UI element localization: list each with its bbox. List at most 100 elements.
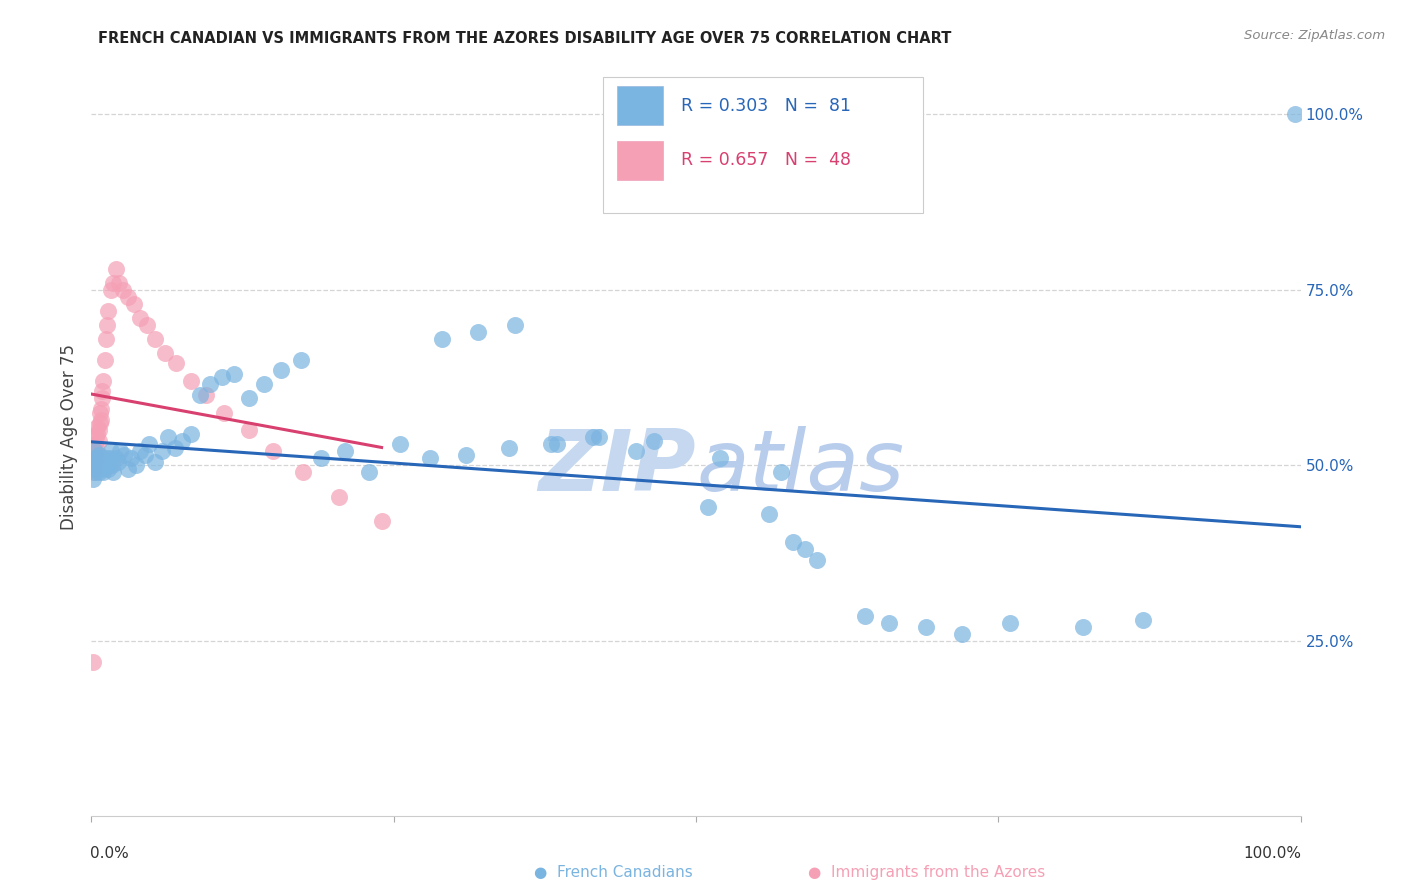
Point	[1071, 619, 1094, 633]
Point	[188, 388, 211, 402]
Point	[89, 451, 111, 466]
Point	[793, 542, 815, 557]
Point	[262, 444, 284, 458]
Text: R = 0.657   N =  48: R = 0.657 N = 48	[682, 152, 852, 169]
Point	[93, 455, 115, 469]
Point	[758, 508, 780, 522]
Point	[101, 276, 124, 290]
Point	[122, 296, 145, 310]
Point	[87, 465, 110, 479]
Point	[83, 451, 105, 466]
Point	[93, 374, 115, 388]
Point	[879, 616, 901, 631]
Point	[419, 451, 441, 466]
Point	[498, 441, 520, 455]
Point	[89, 458, 111, 472]
Text: Source: ZipAtlas.com: Source: ZipAtlas.com	[1244, 29, 1385, 42]
Point	[290, 352, 312, 367]
Point	[643, 434, 665, 448]
Point	[253, 377, 276, 392]
Point	[97, 461, 120, 475]
Point	[238, 392, 260, 406]
Point	[125, 458, 148, 472]
Point	[110, 444, 132, 458]
Point	[96, 458, 118, 472]
Point	[84, 430, 107, 444]
Point	[145, 455, 167, 469]
Point	[96, 318, 118, 332]
Point	[582, 430, 605, 444]
Point	[309, 451, 332, 466]
Point	[84, 461, 107, 475]
Point	[950, 626, 973, 640]
Point	[697, 500, 720, 515]
Point	[83, 451, 105, 466]
Text: 100.0%: 100.0%	[1244, 846, 1302, 861]
Point	[84, 437, 107, 451]
Point	[782, 535, 804, 549]
Point	[503, 318, 526, 332]
Point	[136, 318, 159, 332]
Point	[86, 419, 108, 434]
Point	[104, 261, 127, 276]
Point	[153, 346, 176, 360]
Point	[83, 461, 105, 475]
Point	[195, 388, 218, 402]
Point	[89, 405, 111, 419]
Point	[222, 367, 245, 381]
Point	[456, 448, 478, 462]
Point	[84, 451, 107, 466]
Point	[90, 455, 112, 469]
Point	[94, 332, 117, 346]
Text: ZIP: ZIP	[538, 425, 696, 509]
Text: FRENCH CANADIAN VS IMMIGRANTS FROM THE AZORES DISABILITY AGE OVER 75 CORRELATION: FRENCH CANADIAN VS IMMIGRANTS FROM THE A…	[98, 31, 952, 46]
Point	[82, 451, 104, 466]
Point	[328, 490, 350, 504]
Point	[93, 458, 115, 472]
Text: 0.0%: 0.0%	[90, 846, 129, 861]
Point	[540, 437, 562, 451]
Text: atlas: atlas	[696, 425, 904, 509]
Point	[90, 461, 112, 475]
Point	[291, 465, 314, 479]
Point	[86, 451, 108, 466]
Point	[87, 434, 110, 448]
Point	[624, 444, 647, 458]
Point	[90, 412, 112, 426]
Point	[93, 465, 115, 479]
Point	[1132, 613, 1154, 627]
Point	[211, 370, 233, 384]
Point	[100, 283, 122, 297]
Point	[120, 451, 142, 466]
Y-axis label: Disability Age Over 75: Disability Age Over 75	[59, 344, 77, 530]
Point	[128, 310, 150, 325]
Point	[467, 325, 489, 339]
Point	[91, 451, 114, 466]
Point	[86, 458, 108, 472]
Point	[214, 405, 236, 419]
Point	[117, 290, 139, 304]
Point	[165, 356, 187, 370]
Point	[84, 465, 107, 479]
Point	[430, 332, 453, 346]
Point	[83, 458, 105, 472]
Point	[89, 416, 111, 430]
Point	[82, 655, 104, 669]
Point	[806, 553, 828, 567]
Point	[93, 352, 115, 367]
Point	[359, 465, 381, 479]
Point	[84, 455, 107, 469]
Point	[111, 283, 134, 297]
Point	[163, 441, 186, 455]
Point	[91, 384, 114, 399]
Point	[101, 465, 124, 479]
Point	[238, 423, 260, 437]
Point	[112, 448, 135, 462]
Point	[97, 303, 120, 318]
FancyBboxPatch shape	[603, 77, 924, 213]
Point	[100, 444, 122, 458]
Point	[546, 437, 568, 451]
Point	[1284, 107, 1306, 121]
FancyBboxPatch shape	[617, 86, 664, 126]
Point	[82, 472, 104, 486]
